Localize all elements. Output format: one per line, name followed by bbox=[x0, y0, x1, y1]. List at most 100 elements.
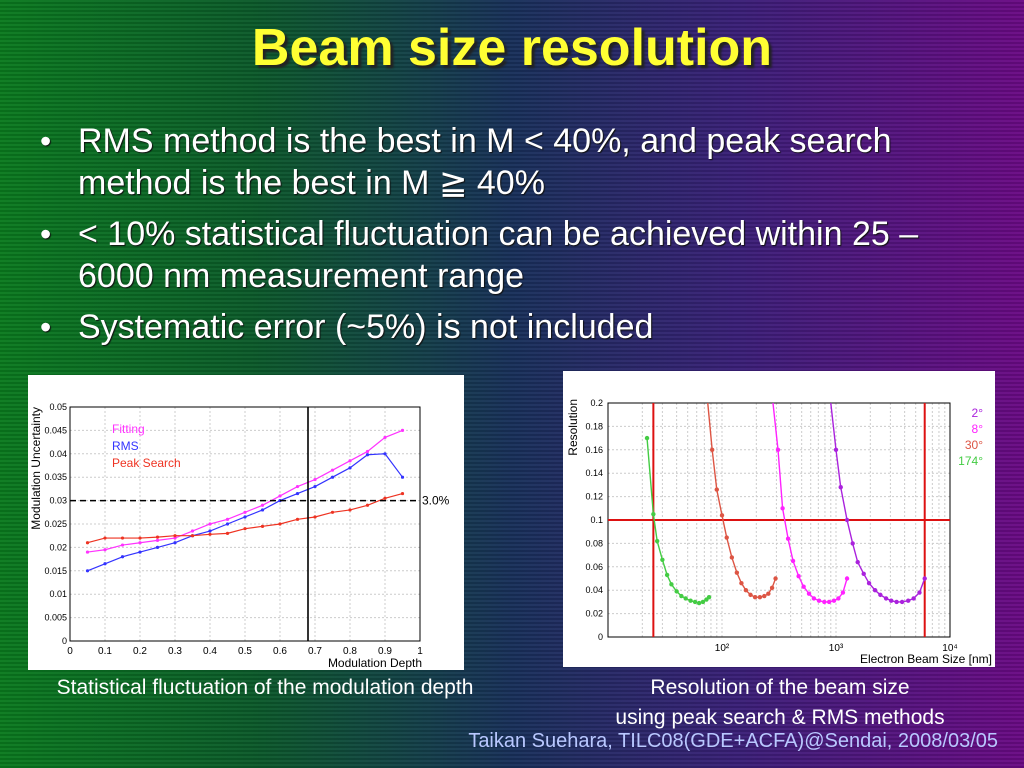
chart2-data-point bbox=[700, 599, 706, 605]
chart1-data-point bbox=[400, 491, 405, 496]
chart2-legend-entry: 2° bbox=[972, 406, 984, 420]
bullet-item: • < 10% statistical fluctuation can be ac… bbox=[38, 213, 998, 297]
chart1-data-point bbox=[103, 562, 107, 566]
chart1-y-tick-label: 0.04 bbox=[49, 449, 67, 459]
chart2-data-point bbox=[724, 535, 729, 540]
chart2-y-tick-label: 0.16 bbox=[585, 445, 603, 455]
chart2-data-point bbox=[706, 595, 712, 600]
chart2-data-point bbox=[844, 517, 850, 523]
bullet-text: < 10% statistical fluctuation can be ach… bbox=[78, 215, 919, 295]
chart2-y-tick-label: 0.04 bbox=[585, 585, 603, 595]
chart1-data-point bbox=[400, 428, 405, 432]
chart2-data-point bbox=[696, 600, 702, 606]
chart1-data-point bbox=[103, 536, 107, 540]
chart2-data-point bbox=[766, 591, 771, 596]
chart1-data-point bbox=[278, 499, 282, 503]
chart1-data-point bbox=[85, 569, 90, 573]
chart2-data-point bbox=[729, 555, 735, 560]
chart2-data-point bbox=[850, 541, 855, 546]
chart2-series-line bbox=[707, 402, 777, 598]
chart2-data-point bbox=[660, 557, 665, 562]
chart1-data-point bbox=[190, 529, 195, 533]
chart2-y-tick-label: 0.02 bbox=[585, 609, 603, 619]
chart2-legend-entry: 8° bbox=[972, 422, 984, 436]
chart2-legend-entry: 30° bbox=[965, 438, 983, 452]
chart1-x-tick-label: 0.6 bbox=[273, 646, 287, 657]
chart2-data-point bbox=[838, 485, 843, 490]
chart1-data-point bbox=[400, 475, 405, 479]
caption-left: Statistical fluctuation of the modulatio… bbox=[56, 676, 474, 699]
chart2-data-point bbox=[674, 589, 679, 594]
chart2-data-point bbox=[654, 538, 660, 544]
chart1-data-point bbox=[138, 550, 142, 554]
chart2-data-point bbox=[917, 590, 922, 595]
chart2-data-point bbox=[878, 592, 883, 598]
chart1-data-point bbox=[243, 510, 247, 514]
chart2-data-point bbox=[669, 582, 674, 587]
chart2-y-tick-label: 0.18 bbox=[585, 421, 603, 431]
chart1-y-tick-label: 0.035 bbox=[44, 472, 67, 482]
chart1-data-point bbox=[260, 524, 265, 528]
chart2-y-tick-label: 0.14 bbox=[585, 468, 603, 478]
chart1-data-point bbox=[313, 484, 317, 489]
chart1-svg: 0 0.1 0.2 0.3 0.4 0.5 0.6 0.7 0.8 0.9 1 0 0.005 0.01 0… bbox=[29, 402, 450, 670]
chart1-data-point bbox=[173, 541, 177, 545]
chart1-data-point bbox=[295, 517, 300, 521]
chart2-data-point bbox=[816, 598, 822, 603]
chart1-data-point bbox=[243, 527, 247, 531]
chart2-data-point bbox=[811, 596, 817, 601]
chart2-data-point bbox=[844, 576, 850, 581]
chart2-data-point bbox=[762, 593, 767, 599]
chart2-data-point bbox=[889, 598, 894, 603]
chart1-data-point bbox=[120, 536, 125, 540]
chart1-legend-entry: Fitting bbox=[112, 422, 145, 436]
chart1-data-point bbox=[348, 459, 352, 463]
chart2-data-point bbox=[785, 536, 791, 541]
chart2-data-point bbox=[757, 595, 763, 600]
chart2-x-tick-label: 10³ bbox=[829, 643, 844, 654]
beam-size-resolution-chart: 10² 10³ 10⁴ 0 0.02 0.04 0.06 0.08 0.1 0.12 0.14 0.1… bbox=[563, 371, 995, 667]
chart2-data-point bbox=[692, 599, 698, 605]
chart1-data-point bbox=[365, 453, 370, 457]
chart1-data-point bbox=[330, 468, 335, 472]
chart1-data-point bbox=[260, 503, 265, 507]
chart1-x-tick-label: 0.9 bbox=[378, 646, 392, 657]
chart2-data-point bbox=[831, 598, 837, 603]
chart1-data-point bbox=[243, 515, 247, 519]
chart1-data-point bbox=[330, 510, 335, 514]
chart2-y-axis-label: Resolution bbox=[566, 399, 580, 456]
chart1-data-point bbox=[208, 529, 212, 533]
chart2-data-point bbox=[775, 447, 781, 452]
chart1-data-point bbox=[120, 555, 125, 559]
caption-right: Resolution of the beam size using peak s… bbox=[565, 673, 995, 733]
chart2-data-point bbox=[801, 584, 806, 589]
chart2-data-point bbox=[679, 593, 684, 599]
chart2-data-point bbox=[651, 511, 656, 517]
chart2-data-point bbox=[861, 571, 866, 577]
chart1-data-point bbox=[85, 550, 90, 554]
chart1-y-tick-label: 0.025 bbox=[44, 519, 67, 529]
chart1-data-point bbox=[208, 522, 212, 526]
chart1-x-tick-label: 0.1 bbox=[98, 646, 112, 657]
chart1-data-point bbox=[365, 449, 370, 454]
chart2-data-point bbox=[822, 599, 827, 605]
chart2-x-axis-label: Electron Beam Size [nm] bbox=[860, 652, 992, 666]
chart2-svg: 10² 10³ 10⁴ 0 0.02 0.04 0.06 0.08 0.1 0.12 0.14 0.1… bbox=[566, 398, 992, 666]
chart1-x-tick-label: 0.4 bbox=[203, 646, 217, 657]
chart1-data-point bbox=[278, 494, 282, 498]
chart1-data-point bbox=[348, 466, 352, 470]
chart2-data-point bbox=[872, 588, 878, 593]
chart1-y-tick-label: 0.02 bbox=[49, 542, 67, 552]
chart1-data-point bbox=[295, 491, 300, 496]
chart1-data-point bbox=[225, 517, 230, 521]
chart1-y-tick-label: 0.03 bbox=[49, 496, 67, 506]
bullet-dot-icon: • bbox=[40, 216, 52, 252]
chart1-data-point bbox=[383, 435, 387, 440]
chart2-data-point bbox=[752, 595, 758, 600]
chart1-y-axis-label: Modulation Uncertainty bbox=[29, 407, 43, 530]
chart1-data-point bbox=[225, 531, 230, 535]
chart1-y-tick-label: 0.01 bbox=[49, 589, 67, 599]
chart1-y-tick-label: 0.045 bbox=[44, 425, 67, 435]
chart2-series-line bbox=[772, 402, 848, 603]
chart1-data-point bbox=[278, 522, 282, 526]
